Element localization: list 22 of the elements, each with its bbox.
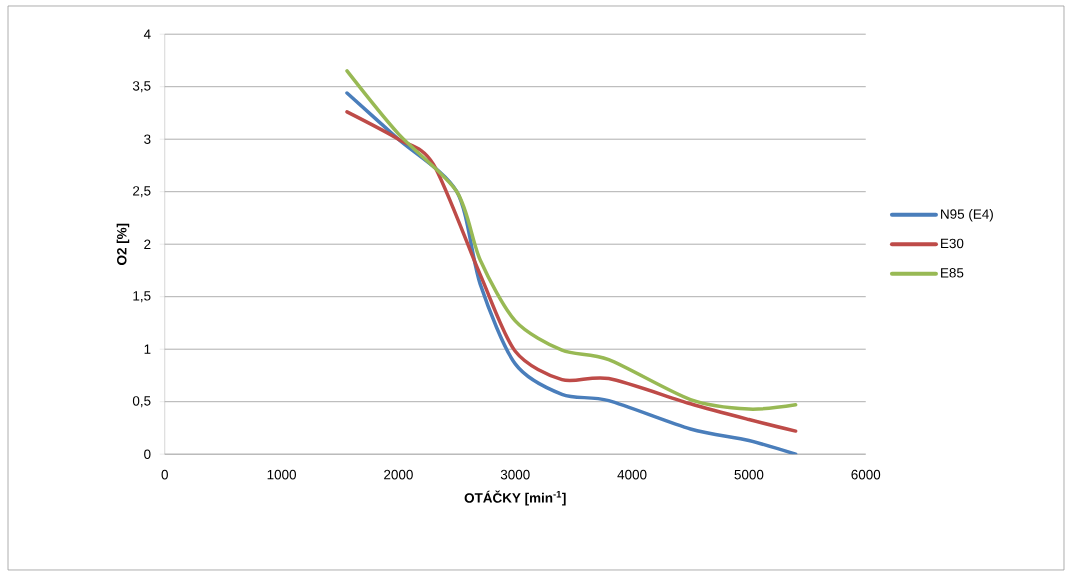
y-tick-label: 0: [144, 449, 151, 459]
x-tick-label: 3000: [500, 469, 530, 480]
y-tick-label: 2,5: [133, 186, 151, 198]
y-tick-label: 3: [144, 134, 151, 144]
legend-label: E30: [941, 238, 964, 249]
x-tick-label: 5000: [734, 469, 764, 480]
line-series: [345, 69, 798, 411]
y-tick-label: 0,5: [132, 396, 151, 408]
y-tick-label: 3,5: [132, 81, 151, 93]
legend-label: E85: [941, 268, 964, 278]
x-tick-label: 4000: [617, 469, 647, 480]
y-axis-title: O2 [%]: [116, 223, 130, 265]
x-tick-label: 1000: [267, 469, 297, 480]
y-tick-label: 1: [144, 344, 151, 354]
x-axis-title: OTÁČKY [min$^{-1}$]: [464, 490, 566, 506]
y-tick-label: 2: [144, 239, 151, 249]
x-tick-label: 2000: [384, 469, 413, 480]
y-tick-label: 4: [143, 29, 151, 39]
x-tick-label: 6000: [851, 469, 881, 480]
legend-label: N95 (E4): [941, 208, 993, 222]
y-tick-label: 1,5: [133, 291, 151, 303]
x-tick-label: 0: [161, 469, 168, 480]
